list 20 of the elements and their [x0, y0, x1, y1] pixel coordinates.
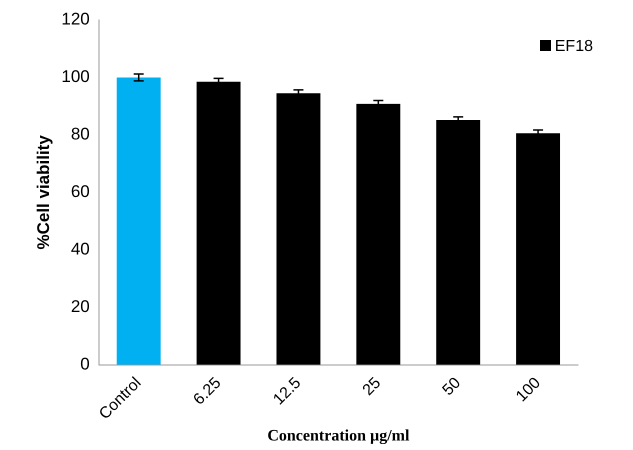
- y-tick-label: 20: [70, 296, 90, 316]
- legend-label: EF18: [554, 38, 593, 56]
- y-tick-label: 40: [70, 240, 90, 259]
- bar: [116, 77, 161, 365]
- bar: [276, 93, 320, 365]
- bar: [196, 82, 241, 365]
- x-tick-label: 25: [360, 374, 384, 400]
- x-tick-label: 100: [513, 374, 544, 406]
- y-tick-label: 60: [70, 182, 90, 202]
- y-axis-title: %Cell viability: [34, 134, 53, 250]
- y-tick-label: 0: [80, 354, 90, 374]
- x-tick-label: 50: [440, 374, 464, 400]
- x-tick-label: 6.25: [190, 374, 225, 409]
- y-tick-label: 100: [61, 67, 90, 86]
- y-tick-label: 120: [61, 10, 90, 29]
- bar: [436, 120, 480, 365]
- bar: [516, 133, 560, 365]
- bar: [356, 104, 400, 365]
- y-tick-label: 80: [70, 124, 90, 144]
- x-axis-title: Concentration µg/ml: [267, 428, 410, 445]
